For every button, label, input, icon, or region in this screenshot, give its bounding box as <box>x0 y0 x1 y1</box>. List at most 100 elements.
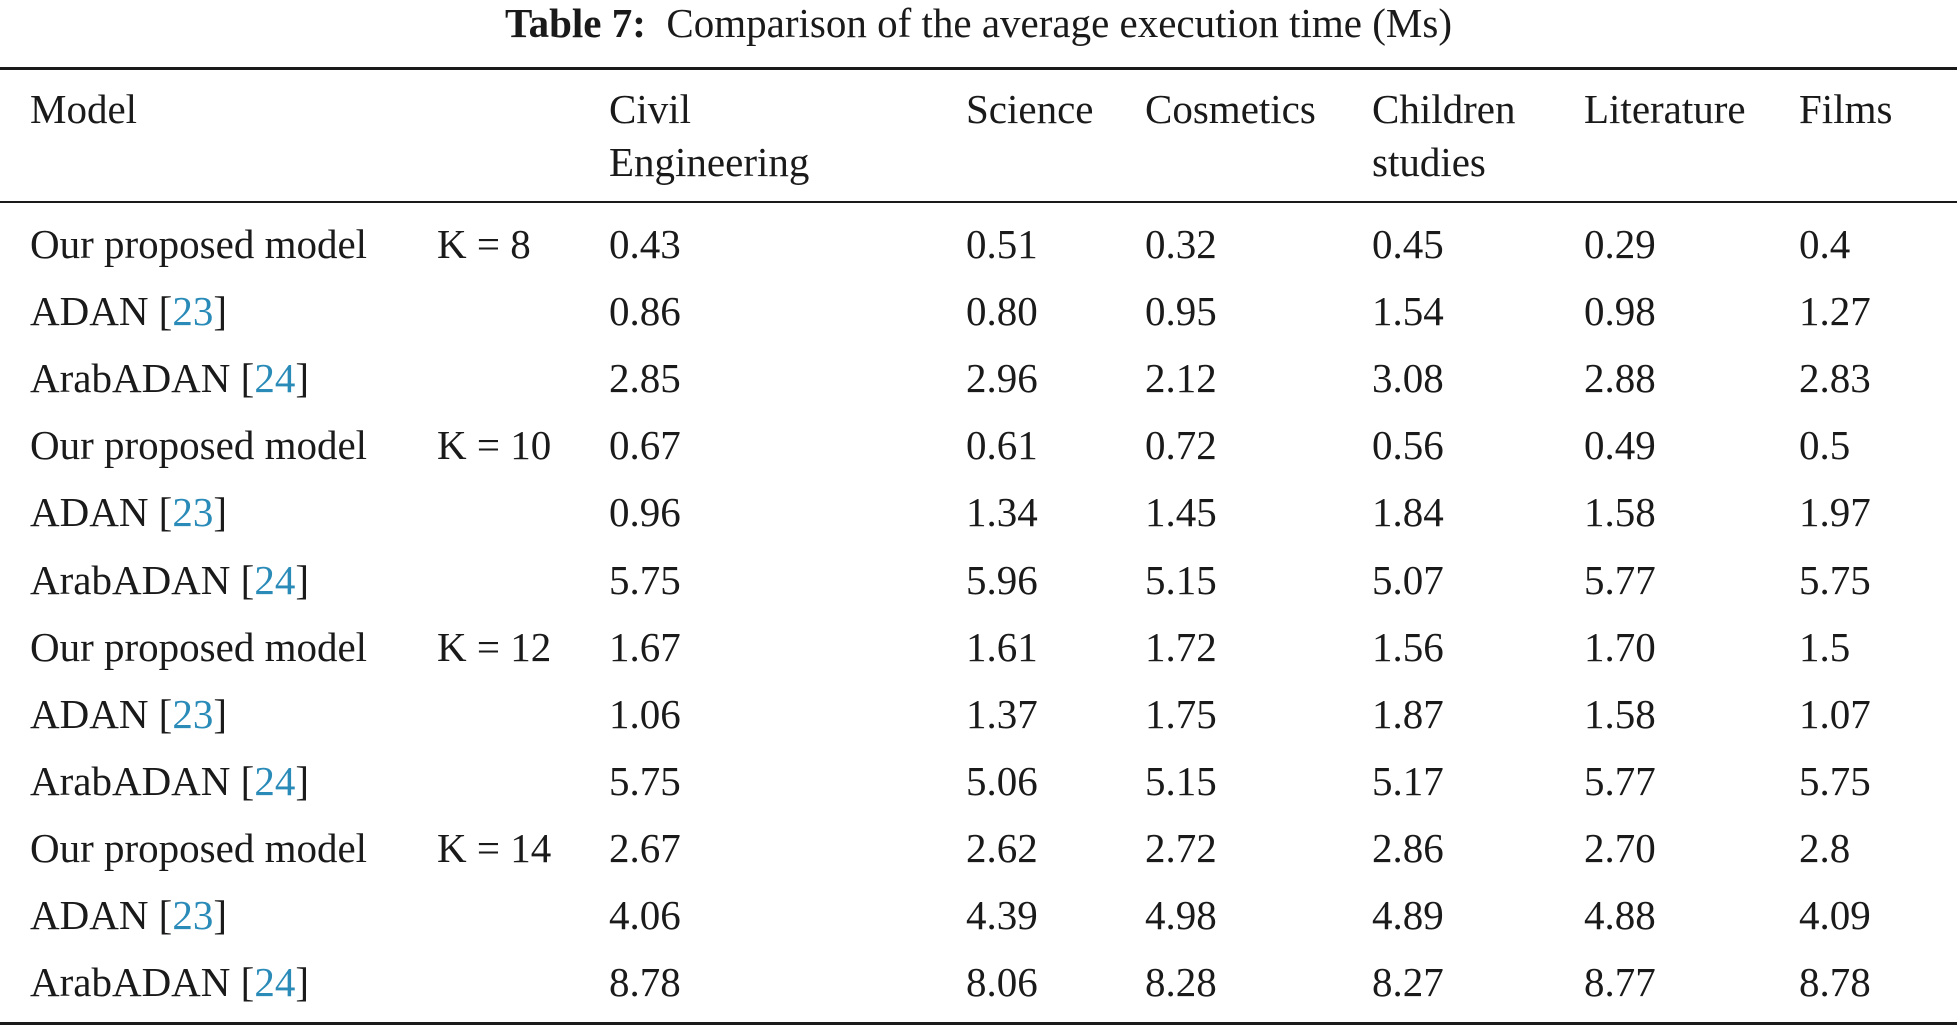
cell-cosmetics: 0.72 <box>1145 422 1217 468</box>
cell-films: 1.27 <box>1799 288 1871 334</box>
cell-literature: 0.49 <box>1584 422 1656 468</box>
cell-cosmetics: 0.32 <box>1145 221 1217 267</box>
cell-cosmetics: 5.15 <box>1145 758 1217 804</box>
cell-science: 2.62 <box>966 825 1038 871</box>
cell-civil: 5.75 <box>609 557 681 603</box>
cell-civil: 1.67 <box>609 624 681 670</box>
cell-films: 8.78 <box>1799 959 1871 1005</box>
cell-children: 1.56 <box>1372 624 1444 670</box>
cell-cosmetics: 5.15 <box>1145 557 1217 603</box>
cell-civil: 0.67 <box>609 422 681 468</box>
table-caption: Table 7: Comparison of the average execu… <box>0 0 1957 46</box>
cell-literature: 0.29 <box>1584 221 1656 267</box>
cell-literature: 2.88 <box>1584 355 1656 401</box>
reference-link[interactable]: 24 <box>254 758 296 804</box>
cell-films: 5.75 <box>1799 758 1871 804</box>
cell-model: ADAN [23] <box>30 489 227 535</box>
cell-k-value: K = 8 <box>437 221 531 267</box>
cell-civil: 0.43 <box>609 221 681 267</box>
cell-cosmetics: 8.28 <box>1145 959 1217 1005</box>
cell-civil: 1.06 <box>609 691 681 737</box>
cell-civil: 2.85 <box>609 355 681 401</box>
reference-link[interactable]: 23 <box>172 288 214 334</box>
cell-literature: 5.77 <box>1584 557 1656 603</box>
cell-model: Our proposed model <box>30 825 368 871</box>
cell-science: 5.96 <box>966 557 1038 603</box>
header-films: Films <box>1799 86 1893 132</box>
cell-model: ArabADAN [24] <box>30 557 309 603</box>
cell-science: 0.80 <box>966 288 1038 334</box>
cell-model: ArabADAN [24] <box>30 355 309 401</box>
cell-literature: 2.70 <box>1584 825 1656 871</box>
cell-civil: 2.67 <box>609 825 681 871</box>
cell-model: Our proposed model <box>30 422 368 468</box>
cell-model: ADAN [23] <box>30 288 227 334</box>
top-rule <box>0 67 1957 70</box>
cell-cosmetics: 2.12 <box>1145 355 1217 401</box>
cell-films: 1.97 <box>1799 489 1871 535</box>
reference-link[interactable]: 24 <box>254 355 296 401</box>
cell-children: 1.87 <box>1372 691 1444 737</box>
cell-science: 1.61 <box>966 624 1038 670</box>
cell-films: 1.07 <box>1799 691 1871 737</box>
cell-model: Our proposed model <box>30 221 368 267</box>
cell-civil: 4.06 <box>609 892 681 938</box>
header-civil-engineering: Civil Engineering <box>609 86 810 185</box>
cell-k-value: K = 12 <box>437 624 552 670</box>
header-model: Model <box>30 86 138 132</box>
cell-model: ADAN [23] <box>30 691 227 737</box>
cell-science: 8.06 <box>966 959 1038 1005</box>
reference-link[interactable]: 24 <box>254 557 296 603</box>
cell-children: 5.07 <box>1372 557 1444 603</box>
cell-literature: 1.70 <box>1584 624 1656 670</box>
reference-link[interactable]: 23 <box>172 489 214 535</box>
cell-k-value: K = 10 <box>437 422 552 468</box>
table-caption-label: Table 7: <box>505 0 646 46</box>
bottom-rule <box>0 1022 1957 1025</box>
cell-children: 8.27 <box>1372 959 1444 1005</box>
cell-literature: 1.58 <box>1584 691 1656 737</box>
cell-literature: 8.77 <box>1584 959 1656 1005</box>
header-science: Science <box>966 86 1094 132</box>
cell-civil: 8.78 <box>609 959 681 1005</box>
cell-science: 0.61 <box>966 422 1038 468</box>
cell-films: 5.75 <box>1799 557 1871 603</box>
cell-literature: 5.77 <box>1584 758 1656 804</box>
cell-cosmetics: 1.45 <box>1145 489 1217 535</box>
cell-cosmetics: 2.72 <box>1145 825 1217 871</box>
cell-films: 4.09 <box>1799 892 1871 938</box>
cell-children: 1.84 <box>1372 489 1444 535</box>
cell-science: 4.39 <box>966 892 1038 938</box>
reference-link[interactable]: 23 <box>172 691 214 737</box>
header-rule <box>0 201 1957 203</box>
cell-children: 0.45 <box>1372 221 1444 267</box>
reference-link[interactable]: 23 <box>172 892 214 938</box>
cell-films: 0.5 <box>1799 422 1851 468</box>
header-literature: Literature <box>1584 86 1746 132</box>
cell-civil: 0.96 <box>609 489 681 535</box>
cell-k-value: K = 14 <box>437 825 552 871</box>
cell-films: 2.83 <box>1799 355 1871 401</box>
cell-science: 0.51 <box>966 221 1038 267</box>
cell-films: 0.4 <box>1799 221 1851 267</box>
cell-literature: 0.98 <box>1584 288 1656 334</box>
cell-model: ArabADAN [24] <box>30 959 309 1005</box>
header-children-studies: Children studies <box>1372 86 1516 185</box>
cell-civil: 5.75 <box>609 758 681 804</box>
cell-science: 1.37 <box>966 691 1038 737</box>
cell-children: 4.89 <box>1372 892 1444 938</box>
table-caption-text: Comparison of the average execution time… <box>666 0 1452 46</box>
cell-science: 1.34 <box>966 489 1038 535</box>
cell-civil: 0.86 <box>609 288 681 334</box>
cell-model: ArabADAN [24] <box>30 758 309 804</box>
cell-films: 2.8 <box>1799 825 1851 871</box>
cell-films: 1.5 <box>1799 624 1851 670</box>
cell-literature: 1.58 <box>1584 489 1656 535</box>
cell-cosmetics: 4.98 <box>1145 892 1217 938</box>
cell-science: 5.06 <box>966 758 1038 804</box>
cell-model: Our proposed model <box>30 624 368 670</box>
cell-cosmetics: 1.75 <box>1145 691 1217 737</box>
cell-cosmetics: 1.72 <box>1145 624 1217 670</box>
reference-link[interactable]: 24 <box>254 959 296 1005</box>
cell-children: 1.54 <box>1372 288 1444 334</box>
